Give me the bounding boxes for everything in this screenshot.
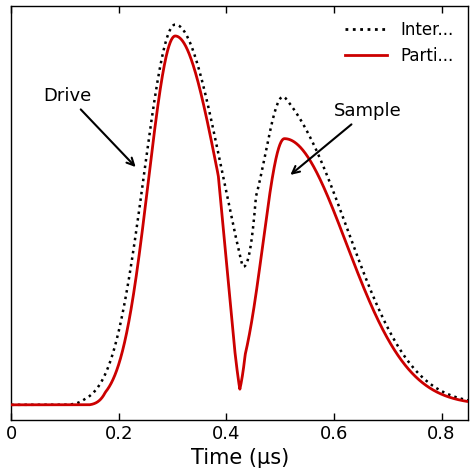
Legend: Inter..., Parti...: Inter..., Parti... bbox=[338, 14, 460, 72]
Text: Drive: Drive bbox=[44, 87, 134, 165]
X-axis label: Time (μs): Time (μs) bbox=[191, 448, 289, 468]
Text: Sample: Sample bbox=[292, 102, 401, 173]
